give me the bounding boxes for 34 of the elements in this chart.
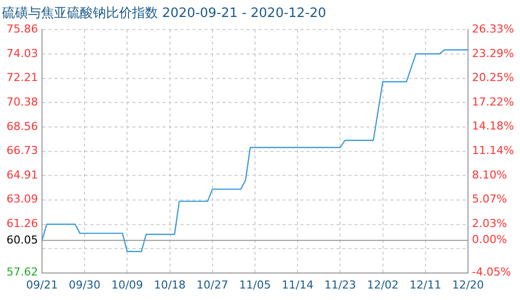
y-tick-label: 72.21 (6, 71, 38, 84)
y2-tick-label: 20.25% (472, 71, 514, 84)
y2-tick-label: 23.29% (472, 46, 514, 60)
y-tick-label: 57.62 (6, 266, 38, 279)
y2-tick-label: 8.10% (472, 168, 507, 182)
x-tick-label: 12/20 (452, 278, 484, 292)
x-tick-label: 10/18 (154, 278, 186, 292)
y-tick-label: 74.03 (6, 46, 38, 60)
x-tick-label: 12/11 (410, 278, 442, 292)
y-tick-label: 64.91 (6, 168, 38, 182)
y-tick-label: 60.05 (6, 233, 38, 246)
y-tick-label: 70.38 (6, 96, 38, 109)
y2-tick-label: 11.14% (472, 144, 514, 158)
y2-tick-label: 5.07% (472, 192, 507, 206)
y2-tick-label: 14.18% (472, 120, 514, 133)
y2-tick-label: 0.00% (472, 233, 507, 246)
chart-title: 硫磺与焦亚硫酸钠比价指数 2020-09-21 - 2020-12-20 (2, 6, 326, 22)
x-tick-label: 11/05 (239, 278, 271, 292)
x-tick-label: 12/02 (366, 278, 399, 292)
y2-tick-label: 26.33% (472, 22, 514, 36)
x-tick-label: 11/14 (282, 278, 314, 292)
y2-tick-label: -4.05% (472, 266, 511, 279)
y-tick-label: 61.26 (6, 217, 38, 230)
y2-tick-label: 2.03% (472, 216, 507, 230)
x-tick-label: 09/21 (26, 278, 58, 292)
y-tick-label: 66.73 (6, 144, 38, 158)
y-tick-label: 75.86 (6, 22, 38, 36)
x-tick-label: 09/30 (68, 278, 100, 292)
y2-tick-label: 17.22% (472, 95, 514, 108)
x-tick-label: 11/23 (324, 278, 356, 292)
y-tick-label: 63.09 (6, 192, 38, 206)
x-tick-label: 10/09 (111, 278, 144, 292)
y-tick-label: 68.56 (6, 120, 38, 133)
x-tick-label: 10/27 (196, 278, 228, 292)
